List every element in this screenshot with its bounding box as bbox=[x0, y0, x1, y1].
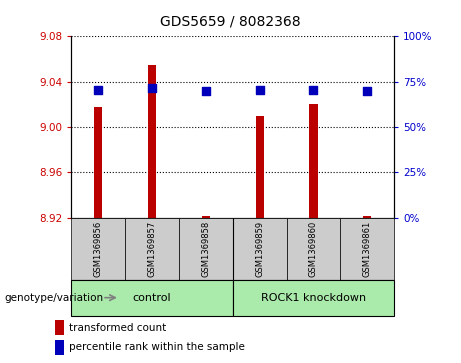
Point bbox=[202, 88, 210, 94]
Point bbox=[148, 85, 156, 91]
Point bbox=[364, 88, 371, 94]
Bar bbox=[256, 116, 264, 218]
Text: transformed count: transformed count bbox=[69, 323, 166, 333]
Text: GDS5659 / 8082368: GDS5659 / 8082368 bbox=[160, 15, 301, 29]
Point bbox=[310, 87, 317, 93]
Bar bbox=[202, 216, 210, 218]
Bar bbox=[233, 218, 287, 280]
Bar bbox=[95, 107, 102, 218]
Bar bbox=[125, 218, 179, 280]
Bar bbox=[309, 104, 318, 218]
Text: GSM1369861: GSM1369861 bbox=[363, 221, 372, 277]
Bar bbox=[55, 340, 64, 355]
Text: control: control bbox=[133, 293, 171, 303]
Bar bbox=[233, 280, 394, 316]
Text: ROCK1 knockdown: ROCK1 knockdown bbox=[261, 293, 366, 303]
Text: GSM1369856: GSM1369856 bbox=[94, 221, 103, 277]
Bar bbox=[71, 280, 233, 316]
Bar bbox=[363, 216, 371, 218]
Point bbox=[256, 87, 263, 93]
Point bbox=[95, 87, 102, 93]
Bar bbox=[340, 218, 394, 280]
Text: GSM1369857: GSM1369857 bbox=[148, 221, 157, 277]
Text: GSM1369859: GSM1369859 bbox=[255, 221, 264, 277]
Bar bbox=[71, 218, 125, 280]
Bar bbox=[148, 65, 156, 218]
Bar bbox=[287, 218, 340, 280]
Bar bbox=[55, 320, 64, 335]
Text: GSM1369858: GSM1369858 bbox=[201, 221, 210, 277]
Text: GSM1369860: GSM1369860 bbox=[309, 221, 318, 277]
Text: percentile rank within the sample: percentile rank within the sample bbox=[69, 342, 245, 352]
Text: genotype/variation: genotype/variation bbox=[5, 293, 104, 303]
Bar bbox=[179, 218, 233, 280]
